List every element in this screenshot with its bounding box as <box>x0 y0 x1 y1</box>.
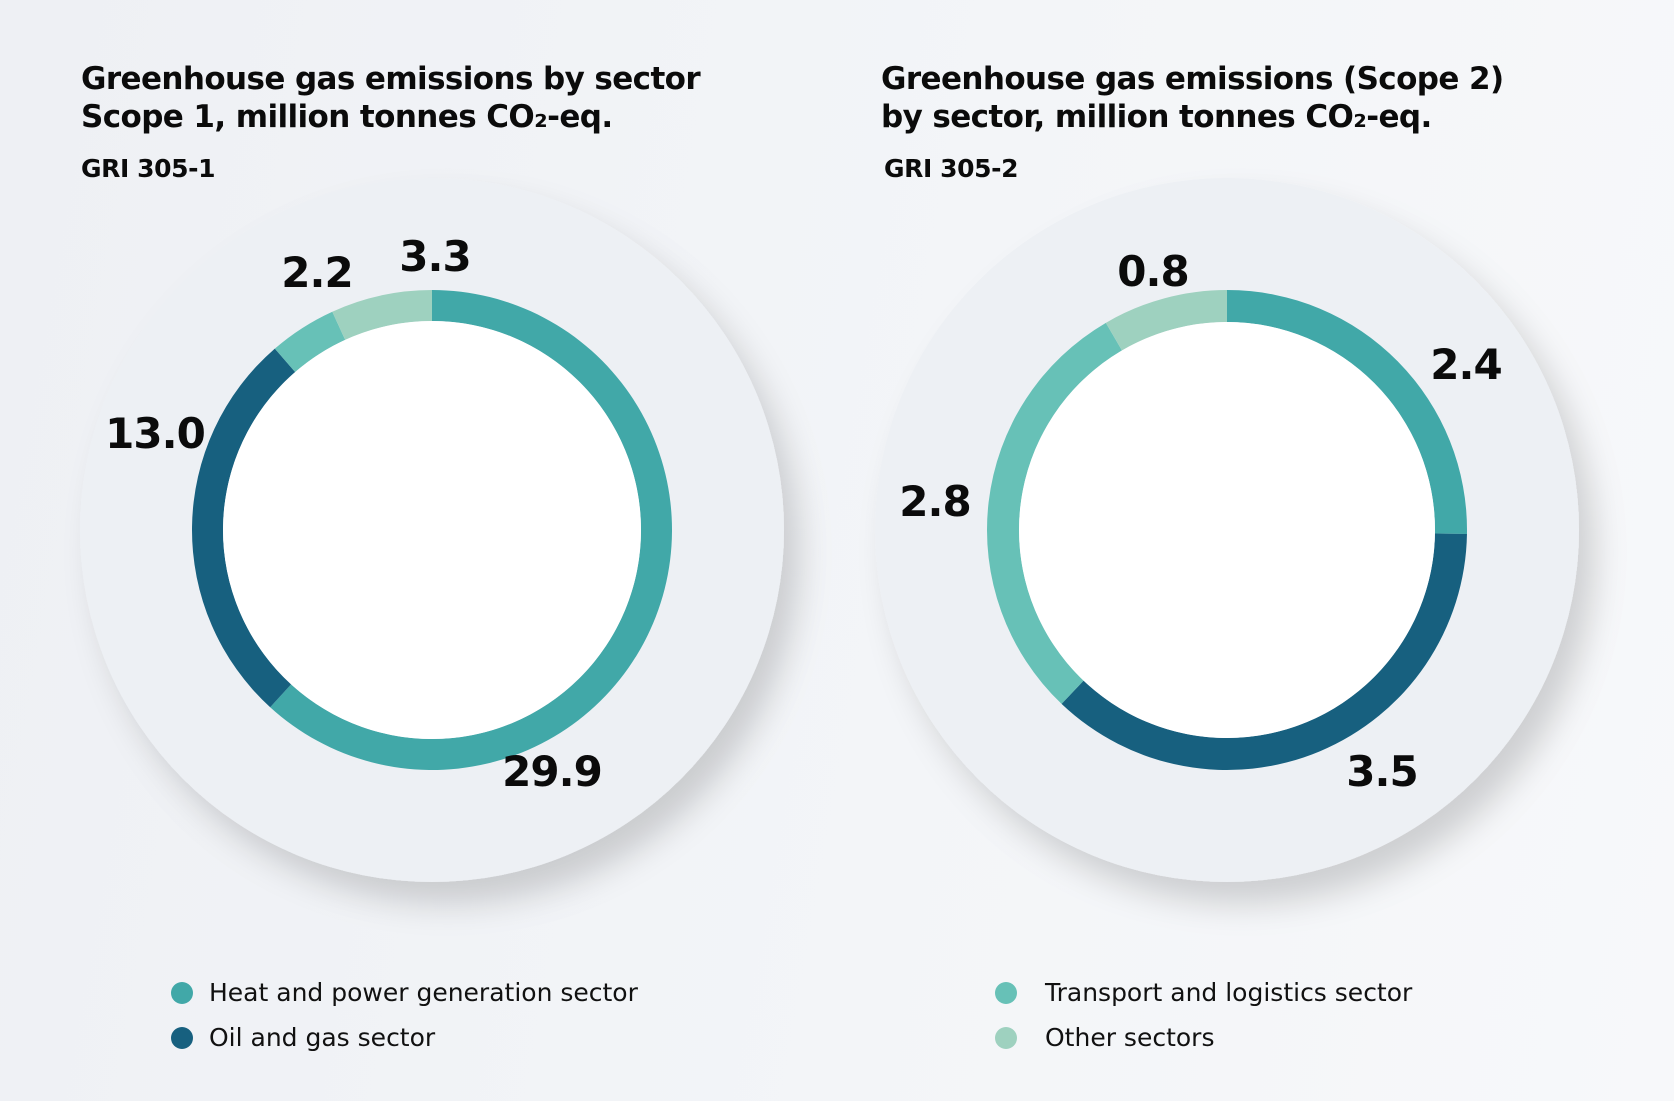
donut-hole <box>1019 322 1435 738</box>
legend-item-transport: Transport and logistics sector <box>995 970 1412 1015</box>
scope2-gri-code: GRI 305-2 <box>884 154 1019 183</box>
scope1-donut-chart: 29.9 13.0 2.2 3.3 <box>80 178 784 882</box>
slice-heat-power <box>270 290 672 770</box>
scope2-chart-panel: 2.4 3.5 2.8 0.8 Greenhouse gas emissions (S… <box>837 0 1674 1101</box>
slice-heat-power <box>1227 290 1467 534</box>
slice-other <box>332 290 432 340</box>
legend-item-heat-power: Heat and power generation sector <box>171 970 638 1015</box>
value-label-transport: 2.2 <box>281 248 352 297</box>
legend-dot-oil-gas <box>171 1026 193 1049</box>
slice-transport <box>986 322 1123 704</box>
scope2-legend: Transport and logistics sector Other sec… <box>995 970 1412 1060</box>
scope1-legend: Heat and power generation sector Oil and… <box>171 970 638 1060</box>
scope2-donut-chart: 2.4 3.5 2.8 0.8 <box>875 178 1579 882</box>
value-label-oil-gas: 3.5 <box>1346 747 1417 796</box>
legend-dot-other <box>995 1026 1017 1049</box>
legend-label: Heat and power generation sector <box>209 978 638 1007</box>
slice-oil-gas <box>192 348 296 708</box>
scope1-chart-panel: 29.9 13.0 2.2 3.3 Greenhouse gas emissions … <box>80 61 784 1060</box>
legend-label: Transport and logistics sector <box>1045 978 1413 1007</box>
scope2-chart-title: Greenhouse gas emissions (Scope 2) by se… <box>881 61 1504 135</box>
legend-label: Other sectors <box>1045 1023 1215 1052</box>
legend-item-oil-gas: Oil and gas sector <box>171 1015 638 1060</box>
value-label-other: 0.8 <box>1117 247 1188 296</box>
slice-oil-gas <box>1061 533 1467 771</box>
slice-other <box>1105 290 1227 351</box>
scope1-gri-code: GRI 305-1 <box>81 154 216 183</box>
legend-label: Oil and gas sector <box>209 1023 436 1052</box>
legend-dot-transport <box>995 981 1017 1004</box>
value-label-oil-gas: 13.0 <box>105 409 205 458</box>
value-label-transport: 2.8 <box>899 477 970 526</box>
legend-item-other: Other sectors <box>995 1015 1412 1060</box>
scope1-chart-title: Greenhouse gas emissions by sector Scope… <box>81 61 701 135</box>
value-label-heat-power: 2.4 <box>1430 340 1501 389</box>
value-label-heat-power: 29.9 <box>502 747 602 796</box>
slice-transport <box>274 311 346 373</box>
legend-dot-heat-power <box>171 981 193 1004</box>
value-label-other: 3.3 <box>399 232 470 281</box>
donut-hole <box>223 321 641 739</box>
